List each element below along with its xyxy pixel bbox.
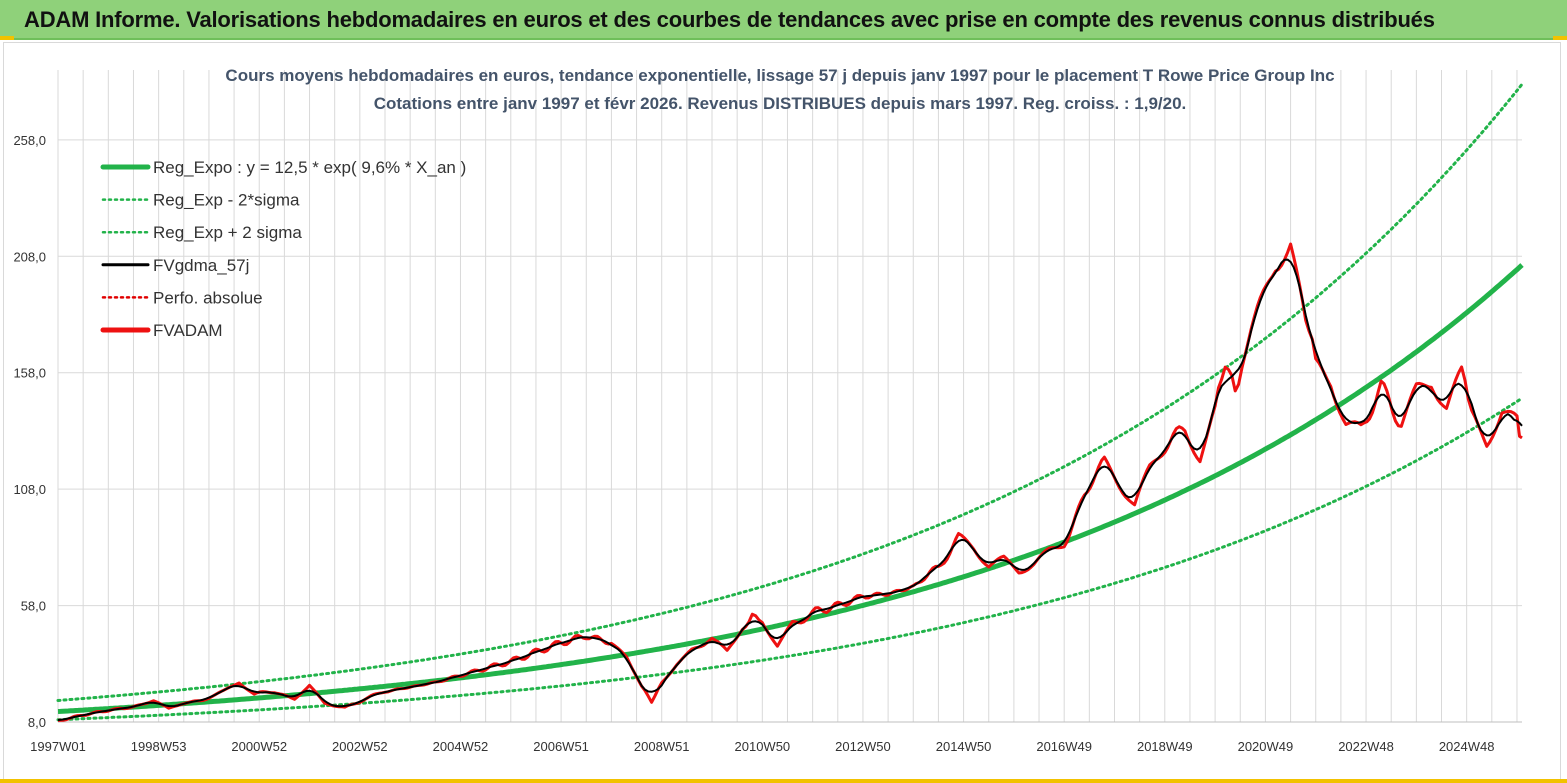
series-fvadam [57, 242, 1523, 722]
series-fvgdma-57j [57, 258, 1523, 722]
x-tick-label: 2024W48 [1439, 739, 1495, 754]
axis-layer: 8,0 58,0 108,0 158,0 208,0 258,0 1997W01 1998W5… [13, 133, 1522, 754]
x-tick-label: 2012W50 [835, 739, 891, 754]
chart-title: Cours moyens hebdomadaires en euros, ten… [225, 66, 1334, 85]
x-tick-label: 2006W51 [533, 739, 589, 754]
legend-label: Reg_Exp + 2 sigma [153, 223, 302, 242]
legend-label: Reg_Exp - 2*sigma [153, 191, 300, 210]
y-tick-label: 258,0 [13, 133, 46, 148]
bottom-accent-strip [0, 779, 1567, 783]
x-tick-label: 2018W49 [1137, 739, 1193, 754]
x-tick-label: 2014W50 [936, 739, 992, 754]
series-reg-expo [57, 263, 1524, 714]
series-reg-minus-2sigma [56, 396, 1524, 722]
x-tick-label: 1997W01 [30, 739, 86, 754]
x-tick-label: 2010W50 [735, 739, 791, 754]
legend-label: FVADAM [153, 321, 223, 340]
x-tick-label: 1998W53 [131, 739, 187, 754]
y-tick-label: 208,0 [13, 249, 46, 264]
x-tick-label: 2004W52 [433, 739, 489, 754]
series-reg-plus-2sigma [56, 82, 1524, 702]
header-accent-left [0, 36, 14, 40]
legend-label: Perfo. absolue [153, 288, 263, 307]
chart-subtitle: Cotations entre janv 1997 et févr 2026. … [374, 94, 1187, 113]
page-title: ADAM Informe. Valorisations hebdomadaire… [24, 7, 1435, 32]
legend: Reg_Expo : y = 12,5 * exp( 9,6% * X_an )… [100, 158, 466, 340]
x-tick-label: 2008W51 [634, 739, 690, 754]
header-accent-right [1553, 36, 1567, 40]
header-bar: ADAM Informe. Valorisations hebdomadaire… [0, 0, 1567, 40]
x-tick-label: 2020W49 [1238, 739, 1294, 754]
y-tick-label: 8,0 [28, 715, 46, 730]
grid-layer [57, 70, 1522, 723]
y-tick-label: 158,0 [13, 366, 46, 381]
x-tick-label: 2016W49 [1036, 739, 1092, 754]
y-tick-label: 108,0 [13, 482, 46, 497]
y-tick-label: 58,0 [21, 599, 46, 614]
x-tick-label: 2000W52 [231, 739, 287, 754]
legend-label: Reg_Expo : y = 12,5 * exp( 9,6% * X_an ) [153, 158, 466, 177]
x-tick-label: 2022W48 [1338, 739, 1394, 754]
series-layer [56, 82, 1524, 722]
legend-label: FVgdma_57j [153, 256, 249, 275]
x-tick-label: 2002W52 [332, 739, 388, 754]
